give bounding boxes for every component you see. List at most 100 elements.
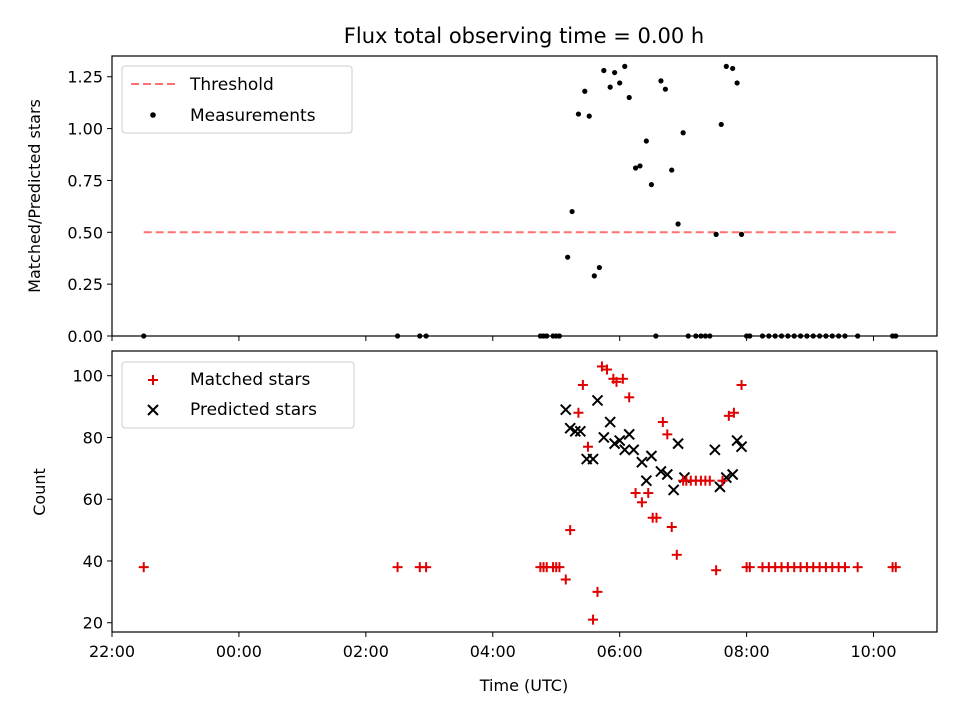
measurement-point [632, 165, 639, 171]
matched-point [565, 525, 576, 536]
measurement-point [575, 111, 582, 117]
matched-point [577, 379, 588, 390]
matched-point [717, 475, 728, 486]
top-x-ticks [111, 336, 875, 341]
top-y-tick-label: 0.25 [67, 275, 103, 294]
matched-point [573, 407, 584, 418]
matched-point [636, 497, 647, 508]
measurement-point [612, 69, 618, 76]
predicted-point [587, 453, 599, 465]
matched-point [704, 475, 715, 486]
bottom-y-tick-label: 80 [83, 428, 103, 447]
predicted-point [574, 425, 587, 437]
bottom-y-tick-label: 40 [83, 552, 103, 571]
predicted-point [636, 456, 648, 468]
matched-point [560, 574, 571, 585]
matched-point [421, 562, 432, 573]
measurement-point [596, 264, 602, 271]
predicted-legend-marker [147, 404, 159, 416]
measurement-point [617, 80, 623, 86]
bottom-legend: Matched stars Predicted stars [121, 361, 355, 429]
matched-point [736, 379, 747, 390]
matched-point [392, 562, 403, 573]
x-tick-label: 02:00 [343, 642, 389, 661]
bottom-legend-box [121, 361, 355, 429]
predicted-point [672, 437, 684, 450]
matched-point [657, 417, 668, 428]
x-tick-label: 04:00 [470, 642, 516, 661]
predicted-point [619, 444, 631, 456]
x-tick-label: 08:00 [724, 642, 770, 661]
matched-point [852, 562, 863, 573]
top-y-axis-label: Matched/Predicted stars [25, 99, 44, 293]
predicted-points [560, 394, 748, 496]
predicted-point [667, 484, 680, 496]
matched-point [624, 392, 635, 403]
predicted-legend-icon [147, 404, 159, 416]
measurement-point [718, 121, 724, 128]
measurement-point [658, 78, 664, 84]
predicted-point [640, 474, 653, 487]
matched-point [602, 364, 612, 375]
matched-point [596, 361, 607, 372]
matched-point [643, 488, 654, 499]
measurement-point [643, 138, 649, 144]
measurement-point [713, 231, 719, 237]
bottom-axes-frame [111, 350, 938, 633]
matched-point [662, 429, 673, 440]
bottom-x-ticks: 22:00 00:00 02:00 04:00 06:00 08:00 10:00 [89, 632, 897, 661]
predicted-point [591, 394, 604, 407]
measurement-point [569, 208, 575, 215]
top-axes-frame [111, 55, 938, 337]
matched-point [666, 522, 677, 533]
x-axis-label: Time (UTC) [479, 676, 568, 695]
predicted-point [608, 437, 621, 450]
measurement-point [591, 273, 597, 279]
matched-legend-icon [148, 375, 158, 385]
predicted-point [726, 468, 739, 481]
measurement-point [648, 181, 655, 188]
x-tick-label: 10:00 [850, 642, 896, 661]
matched-point [744, 562, 755, 573]
measurement-point [582, 88, 588, 94]
measurements-legend-label: Measurements [190, 106, 316, 126]
predicted-point [613, 434, 626, 447]
bottom-y-tick-label: 60 [83, 490, 103, 509]
measurement-point [586, 113, 592, 119]
top-y-tick-label: 0.50 [67, 223, 103, 242]
measurement-point [675, 221, 681, 227]
predicted-point [709, 444, 721, 456]
matched-point [711, 565, 722, 576]
x-tick-label: 22:00 [89, 642, 135, 661]
matched-point [890, 562, 901, 573]
predicted-point [661, 468, 673, 481]
matched-point [651, 512, 662, 523]
matched-point [554, 562, 565, 573]
top-y-tick-label: 1.25 [67, 68, 103, 87]
measurement-point [669, 167, 675, 173]
matched-point [723, 410, 734, 421]
predicted-legend-label: Predicted stars [190, 400, 317, 420]
predicted-point [645, 450, 658, 462]
measurement-point [601, 67, 607, 74]
matched-point [671, 549, 682, 560]
top-y-tick-label: 0.00 [67, 327, 103, 346]
chart-title: Flux total observing time = 0.00 h [344, 24, 704, 48]
matched-point [611, 376, 622, 387]
measurement-point [662, 86, 668, 92]
threshold-legend-label: Threshold [189, 75, 274, 95]
top-y-ticks: 0.00 0.25 0.50 0.75 1.00 1.25 [67, 68, 112, 346]
top-legend-box [121, 65, 353, 134]
measurement-point [723, 63, 729, 69]
predicted-point [569, 425, 581, 437]
predicted-point [598, 431, 610, 444]
measurement-point [565, 254, 571, 260]
predicted-point [655, 465, 667, 478]
bottom-y-tick-label: 20 [83, 614, 103, 633]
measurement-point [738, 231, 745, 237]
matched-point [582, 441, 593, 452]
predicted-point [564, 422, 576, 434]
measurement-point [680, 130, 686, 136]
top-legend: Threshold Measurements [121, 65, 353, 134]
